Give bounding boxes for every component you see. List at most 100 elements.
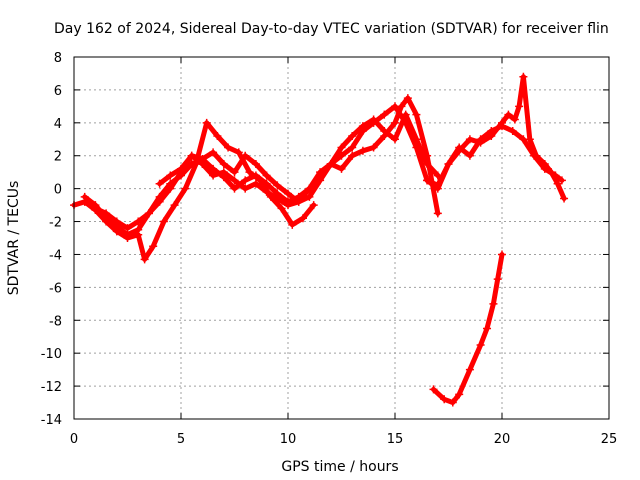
data-point (251, 179, 260, 188)
data-point (358, 122, 367, 131)
data-point (391, 118, 399, 127)
data-point (277, 204, 286, 213)
data-point (487, 131, 496, 140)
data-point (191, 159, 200, 168)
y-tick-label: 6 (54, 84, 62, 99)
data-point (348, 143, 357, 152)
data-point (187, 151, 196, 160)
data-point (483, 324, 492, 333)
y-tick-label: -8 (49, 314, 62, 329)
data-point (348, 131, 357, 140)
plot-frame (73, 56, 610, 420)
y-tick-label: -2 (49, 216, 62, 231)
data-point (202, 118, 211, 127)
data-point (326, 159, 335, 168)
data-point (540, 159, 549, 168)
series-trace (431, 252, 505, 405)
data-point (155, 179, 164, 188)
data-point (209, 148, 218, 157)
data-point (224, 143, 233, 152)
series-trace (424, 74, 567, 201)
data-point (348, 151, 357, 160)
data-point (256, 176, 265, 185)
data-point (245, 168, 254, 177)
data-point (273, 181, 282, 190)
data-point (455, 390, 464, 399)
x-tick-labels: 0 5 10 15 20 25 (70, 432, 617, 447)
data-point (440, 395, 449, 404)
x-tick-label: 10 (280, 432, 297, 447)
data-point (448, 398, 457, 407)
data-point (251, 159, 260, 168)
data-point (337, 143, 346, 152)
data-point (557, 176, 566, 185)
series-4 (155, 110, 442, 206)
data-point (465, 135, 474, 144)
x-tick-label: 25 (601, 432, 618, 447)
data-point (230, 176, 239, 185)
data-point (284, 189, 292, 198)
data-point (170, 201, 179, 210)
data-point (493, 275, 502, 284)
data-point (465, 365, 474, 374)
y-tick-labels: -14 -12 -10 -8 -6 -4 -2 0 2 4 6 8 (41, 51, 62, 428)
data-point (423, 159, 432, 168)
x-axis-title: GPS time / hours (281, 459, 398, 475)
data-point (403, 94, 412, 103)
chart-title: Day 162 of 2024, Sidereal Day-to-day VTE… (54, 21, 609, 37)
x-tick-label: 0 (70, 432, 78, 447)
data-point (401, 110, 410, 119)
x-tick-label: 15 (387, 432, 404, 447)
y-tick-label: 8 (54, 51, 62, 66)
y-axis-title: SDTVAR / TECUs (6, 181, 22, 296)
x-tick-label: 20 (494, 432, 511, 447)
data-point (230, 168, 239, 177)
data-point (433, 209, 442, 218)
data-point (465, 151, 474, 160)
data-point (476, 138, 485, 147)
series-3 (80, 118, 318, 264)
data-point (498, 118, 506, 127)
data-point (241, 151, 250, 160)
x-tick-label: 5 (177, 432, 185, 447)
data-point (519, 72, 528, 81)
data-point (489, 299, 498, 308)
data-series (70, 72, 569, 407)
data-point (80, 197, 89, 206)
data-point (241, 176, 250, 185)
data-point (284, 201, 292, 210)
data-point (219, 168, 228, 177)
y-tick-label: -10 (41, 347, 62, 362)
data-point (476, 340, 485, 349)
data-point (510, 115, 519, 124)
data-point (166, 184, 175, 193)
data-point (358, 146, 367, 155)
data-point (433, 181, 442, 190)
data-point (177, 164, 185, 173)
data-point (241, 184, 250, 193)
data-point (525, 135, 534, 144)
data-point (213, 131, 222, 140)
data-point (209, 171, 218, 180)
data-point (429, 385, 438, 394)
series-5 (423, 72, 569, 203)
y-tick-label: -6 (49, 281, 62, 296)
y-tick-label: -14 (41, 413, 62, 428)
data-point (298, 214, 307, 223)
data-point (144, 209, 153, 218)
data-point (309, 201, 318, 210)
data-point (91, 206, 100, 215)
series-6 (429, 250, 506, 407)
data-point (444, 159, 453, 168)
y-tick-label: -12 (41, 380, 62, 395)
data-point (294, 197, 303, 206)
data-point (412, 135, 421, 144)
data-point (198, 155, 207, 164)
data-point (504, 110, 513, 119)
data-point (515, 102, 524, 111)
data-point (140, 255, 149, 264)
data-point (508, 127, 517, 136)
data-point (234, 148, 243, 157)
